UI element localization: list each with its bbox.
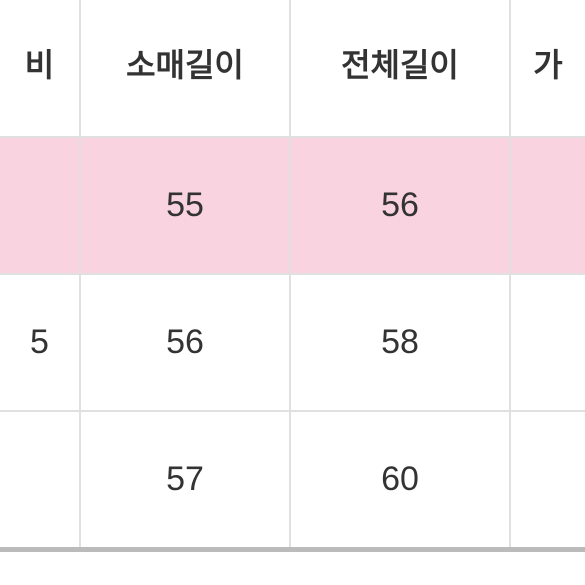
column-header-3: 가 [510, 0, 585, 137]
table-row: 57 60 [0, 411, 585, 550]
size-table: 비 소매길이 전체길이 가 55 56 5 56 58 57 6 [0, 0, 585, 552]
column-header-2: 전체길이 [290, 0, 510, 137]
table-cell: 56 [290, 137, 510, 274]
column-header-1: 소매길이 [80, 0, 290, 137]
table-header-row: 비 소매길이 전체길이 가 [0, 0, 585, 137]
table-cell: 5 [0, 274, 80, 411]
table-cell [0, 411, 80, 550]
table-cell: 60 [290, 411, 510, 550]
table-cell [510, 137, 585, 274]
column-header-0: 비 [0, 0, 80, 137]
table-cell: 56 [80, 274, 290, 411]
table-cell: 58 [290, 274, 510, 411]
table-row: 5 56 58 [0, 274, 585, 411]
table-cell [0, 137, 80, 274]
table-row: 55 56 [0, 137, 585, 274]
table-cell: 55 [80, 137, 290, 274]
table-cell [510, 411, 585, 550]
table-cell: 57 [80, 411, 290, 550]
table-cell [510, 274, 585, 411]
size-table-container: 비 소매길이 전체길이 가 55 56 5 56 58 57 6 [0, 0, 585, 585]
